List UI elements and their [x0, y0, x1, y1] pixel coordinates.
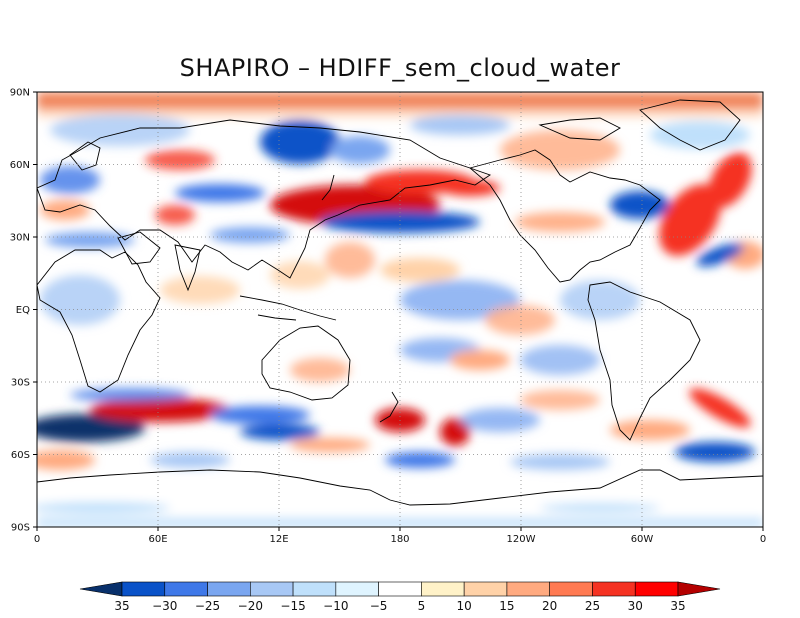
colorbar-box: [250, 581, 294, 597]
north-america-coastline: [469, 149, 661, 283]
colorbar-extend-high: [677, 581, 721, 597]
india-coastline: [174, 244, 201, 292]
tick-marks: [33, 91, 764, 531]
lon-label-60w: 60W: [631, 534, 654, 545]
colorbar: 35 −30 −25 −20 −15 −10 −5 5 10 15 20 25 30 35: [79, 581, 721, 613]
colorbar-label: 30: [628, 599, 643, 613]
lon-label-60e: 60E: [148, 534, 167, 545]
longitude-labels: 0 60E 12E 180 120W 60W 0: [34, 534, 766, 545]
lon-label-0-left: 0: [34, 534, 40, 545]
cloud-water-field: [37, 92, 763, 527]
java-coastline: [257, 314, 297, 321]
lat-label-90n: 90N: [10, 88, 30, 99]
colorbar-label: −25: [195, 599, 220, 613]
colorbar-extend-low: [79, 581, 123, 597]
south-america-coastline: [587, 281, 701, 441]
eurasia-coastline: [37, 119, 492, 279]
antarctica-coastline: [37, 469, 763, 506]
new-zealand-coastline: [379, 391, 399, 423]
lon-label-120w: 120W: [507, 534, 536, 545]
colorbar-label: 15: [499, 599, 514, 613]
lat-label-90s: 90S: [11, 523, 30, 534]
scandinavia-coastline: [69, 141, 101, 171]
africa-coastline: [37, 249, 161, 393]
colorbar-label: −15: [280, 599, 305, 613]
colorbar-label: −20: [238, 599, 263, 613]
colorbar-box: [164, 581, 208, 597]
gridlines: [37, 92, 763, 527]
colorbar-label: 5: [418, 599, 426, 613]
arctic-islands-coastline: [538, 117, 621, 141]
colorbar-box: [421, 581, 465, 597]
lat-label-30s: 30S: [11, 378, 30, 389]
colorbar-box: [463, 581, 508, 597]
colorbar-box: [207, 581, 251, 597]
map-title: SHAPIRO – HDIFF_sem_cloud_water: [179, 54, 621, 82]
lon-label-0-right: 0: [760, 534, 766, 545]
colorbar-label: −5: [370, 599, 388, 613]
colorbar-box: [592, 581, 636, 597]
lon-label-120e: 12E: [269, 534, 288, 545]
lat-label-60n: 60N: [10, 160, 30, 171]
lat-label-60s: 60S: [11, 450, 30, 461]
latitude-labels: 90N 60N 30N EQ 30S 60S 90S: [10, 88, 30, 534]
colorbar-label: −10: [323, 599, 348, 613]
coastlines: [37, 99, 763, 506]
colorbar-label: 10: [457, 599, 472, 613]
greenland-coastline: [639, 99, 741, 151]
japan-coastline: [321, 174, 335, 201]
colorbar-box: [378, 581, 422, 597]
lat-label-30n: 30N: [10, 233, 30, 244]
colorbar-box: [549, 581, 593, 597]
colorbar-box: [292, 581, 337, 597]
lat-label-eq: EQ: [16, 305, 30, 316]
colorbar-label: 35: [114, 599, 129, 613]
indonesia-coastline: [239, 295, 337, 321]
colorbar-label: 25: [585, 599, 600, 613]
lon-label-180: 180: [390, 534, 409, 545]
colorbar-box: [506, 581, 550, 597]
colorbar-label: 35: [670, 599, 685, 613]
colorbar-box: [121, 581, 166, 597]
colorbar-box: [335, 581, 379, 597]
australia-coastline: [261, 325, 351, 401]
colorbar-box: [634, 581, 679, 597]
arabia-coastline: [117, 231, 161, 265]
colorbar-label: 20: [542, 599, 557, 613]
colorbar-label: −30: [152, 599, 177, 613]
